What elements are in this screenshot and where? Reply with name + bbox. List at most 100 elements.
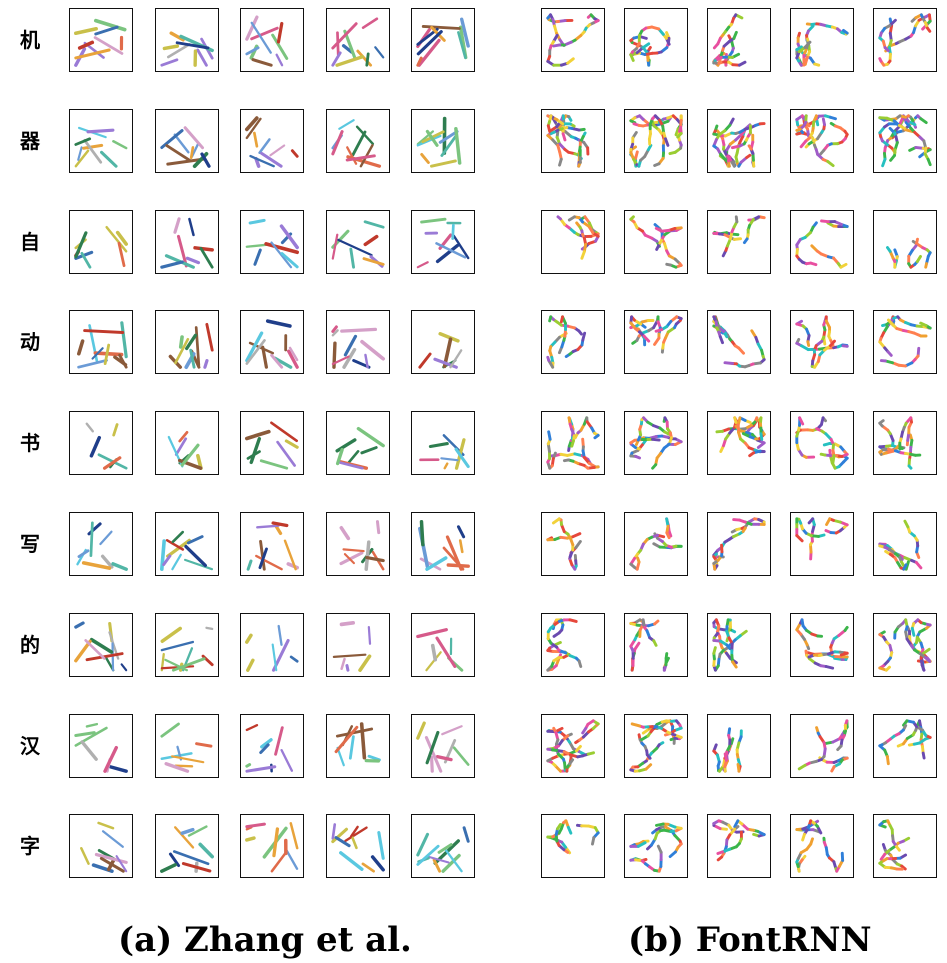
generated-glyph (416, 17, 470, 67)
sample-cell-b (790, 411, 854, 475)
stroke-segment (81, 561, 112, 570)
stroke-piece (546, 355, 551, 362)
stroke-segment (205, 626, 214, 631)
generated-glyph (416, 628, 464, 672)
generated-glyph (160, 825, 214, 873)
stroke-segment (120, 663, 128, 672)
sample-cell-a (411, 512, 475, 576)
stroke-piece (895, 845, 901, 852)
stroke-piece (903, 519, 910, 529)
sample-cell-a (326, 613, 390, 677)
stroke-piece (813, 62, 821, 67)
stroke-piece (548, 315, 553, 323)
generated-glyph (245, 218, 299, 269)
stroke-piece (653, 336, 661, 346)
stroke-piece (885, 755, 890, 766)
stroke-piece (674, 127, 680, 137)
stroke-segment (260, 738, 273, 749)
generated-glyph (331, 220, 385, 269)
stroke-segment (441, 725, 463, 736)
stroke-piece (654, 226, 664, 233)
stroke-segment (246, 658, 255, 672)
stroke-segment (244, 429, 271, 441)
generated-glyph (712, 13, 747, 67)
sample-cell-a (326, 411, 390, 475)
stroke-segment (275, 53, 284, 67)
stroke-segment (440, 133, 458, 157)
stroke-piece (655, 822, 665, 827)
stroke-piece (737, 346, 746, 355)
stroke-segment (364, 540, 371, 571)
stroke-segment (441, 853, 461, 873)
sample-cell-a (240, 814, 304, 878)
stroke-segment (419, 557, 442, 571)
sample-cell-b (873, 109, 937, 173)
stroke-piece (577, 659, 583, 668)
generated-glyph (168, 322, 214, 370)
stroke-segment (438, 332, 460, 343)
stroke-piece (551, 517, 561, 525)
stroke-segment (77, 40, 95, 50)
stroke-piece (566, 57, 575, 65)
stroke-segment (245, 339, 266, 365)
stroke-segment (113, 355, 128, 367)
stroke-segment (416, 30, 443, 56)
stroke-segment (458, 539, 464, 554)
sample-cell-a (69, 512, 133, 576)
stroke-piece (824, 665, 835, 670)
stroke-piece (795, 127, 802, 132)
generated-glyph (77, 321, 128, 369)
stroke-segment (449, 349, 463, 369)
stroke-segment (259, 459, 289, 470)
stroke-piece (881, 157, 887, 168)
stroke-piece (574, 744, 582, 753)
stroke-segment (339, 851, 364, 871)
generated-glyph (878, 13, 932, 67)
stroke-piece (889, 153, 896, 162)
stroke-segment (120, 321, 128, 359)
stroke-segment (111, 562, 128, 571)
stroke-segment (270, 852, 287, 873)
stroke-segment (117, 241, 126, 268)
stroke-piece (842, 28, 849, 35)
stroke-segment (435, 755, 453, 762)
stroke-segment (160, 260, 184, 269)
generated-glyph (797, 719, 849, 773)
stroke-piece (919, 321, 928, 327)
generated-glyph (795, 219, 849, 269)
sample-cell-b (541, 109, 605, 173)
stroke-piece (716, 855, 724, 862)
stroke-segment (284, 848, 299, 870)
stroke-segment (244, 116, 259, 132)
stroke-segment (271, 33, 289, 60)
stroke-segment (438, 130, 459, 144)
sample-cell-b (541, 613, 605, 677)
sample-cell-a (326, 714, 390, 778)
generated-glyph (80, 821, 128, 873)
stroke-segment (164, 762, 190, 773)
stroke-segment (180, 827, 195, 835)
stroke-piece (653, 619, 660, 626)
stroke-piece (668, 850, 677, 859)
stroke-segment (199, 246, 214, 269)
stroke-segment (100, 554, 114, 569)
sample-cell-a (326, 814, 390, 878)
stroke-segment (416, 721, 426, 740)
sample-cell-a (240, 8, 304, 72)
stroke-segment (360, 339, 385, 361)
stroke-segment (74, 137, 92, 146)
sample-cell-a (155, 310, 219, 374)
sample-cell-b (790, 109, 854, 173)
stroke-segment (454, 127, 462, 165)
stroke-piece (715, 429, 724, 434)
sample-cell-a (69, 814, 133, 878)
stroke-piece (924, 656, 931, 663)
stroke-segment (115, 230, 128, 246)
stroke-segment (85, 652, 124, 662)
stroke-segment (93, 18, 127, 32)
stroke-segment (269, 144, 286, 157)
stroke-segment (375, 520, 381, 535)
generated-glyph (332, 620, 372, 672)
stroke-segment (85, 422, 94, 433)
stroke-segment (337, 238, 373, 257)
